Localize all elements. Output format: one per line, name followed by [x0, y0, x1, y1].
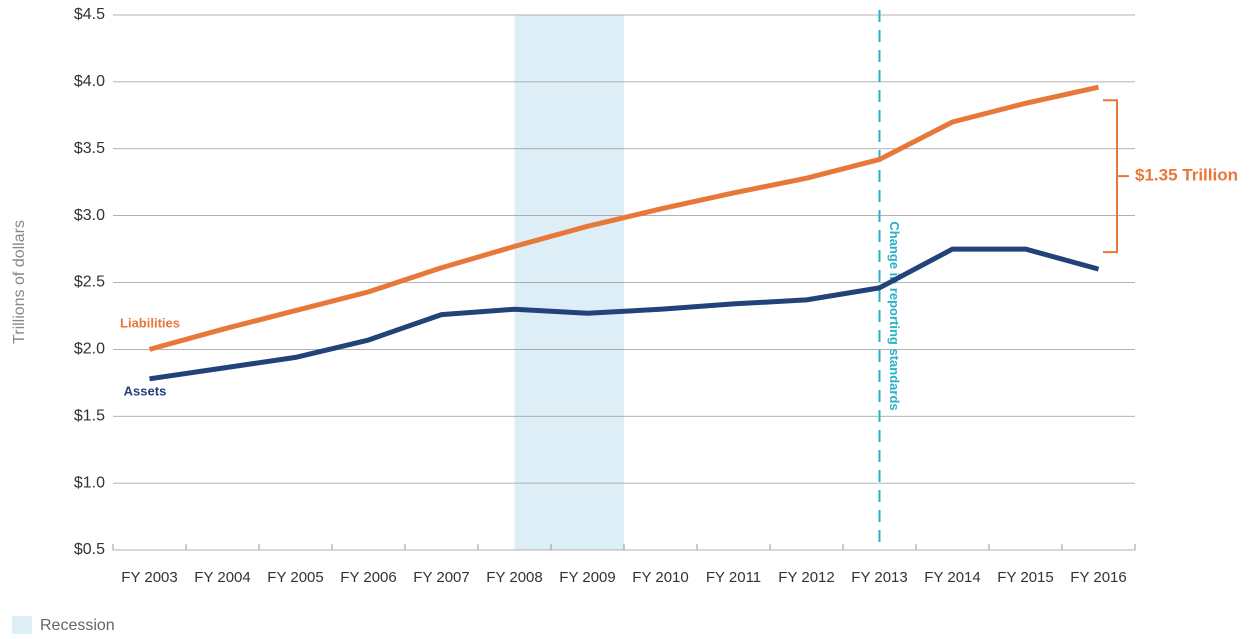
x-tick-label: FY 2011	[706, 569, 761, 586]
x-tick-label: FY 2005	[267, 569, 323, 586]
y-tick-label: $3.5	[74, 140, 105, 157]
y-axis-label: Trillions of dollars	[11, 220, 28, 344]
y-tick-label: $2.5	[74, 274, 105, 291]
x-tick-label: FY 2013	[851, 569, 907, 586]
y-tick-label: $0.5	[74, 541, 105, 558]
series-line	[148, 84, 1100, 352]
x-tick-label: FY 2007	[413, 569, 469, 586]
series-line	[149, 246, 1100, 382]
reporting-change-label: Change in reporting standards	[887, 221, 902, 410]
x-tick-label: FY 2004	[194, 569, 250, 586]
x-tick-label: FY 2010	[632, 569, 688, 586]
x-tick-label: FY 2009	[559, 569, 615, 586]
x-tick-label: FY 2003	[121, 569, 177, 586]
x-tick-label: FY 2014	[924, 569, 980, 586]
x-tick-label: FY 2012	[778, 569, 834, 586]
legend-label: Recession	[40, 617, 115, 634]
y-tick-label: $1.0	[74, 474, 105, 491]
y-tick-label: $2.0	[74, 341, 105, 358]
y-tick-label: $4.0	[74, 73, 105, 90]
x-tick-label: FY 2015	[997, 569, 1053, 586]
legend-swatch	[12, 616, 32, 634]
y-tick-label: $4.5	[74, 6, 105, 23]
y-tick-label: $1.5	[74, 407, 105, 424]
gap-label: $1.35 Trillion	[1135, 166, 1238, 185]
series-label: Assets	[124, 383, 167, 398]
series-label: Liabilities	[120, 315, 180, 330]
x-tick-label: FY 2008	[486, 569, 542, 586]
x-tick-label: FY 2016	[1070, 569, 1126, 586]
x-tick-label: FY 2006	[340, 569, 396, 586]
y-tick-label: $3.0	[74, 207, 105, 224]
gap-bracket	[1103, 99, 1129, 254]
